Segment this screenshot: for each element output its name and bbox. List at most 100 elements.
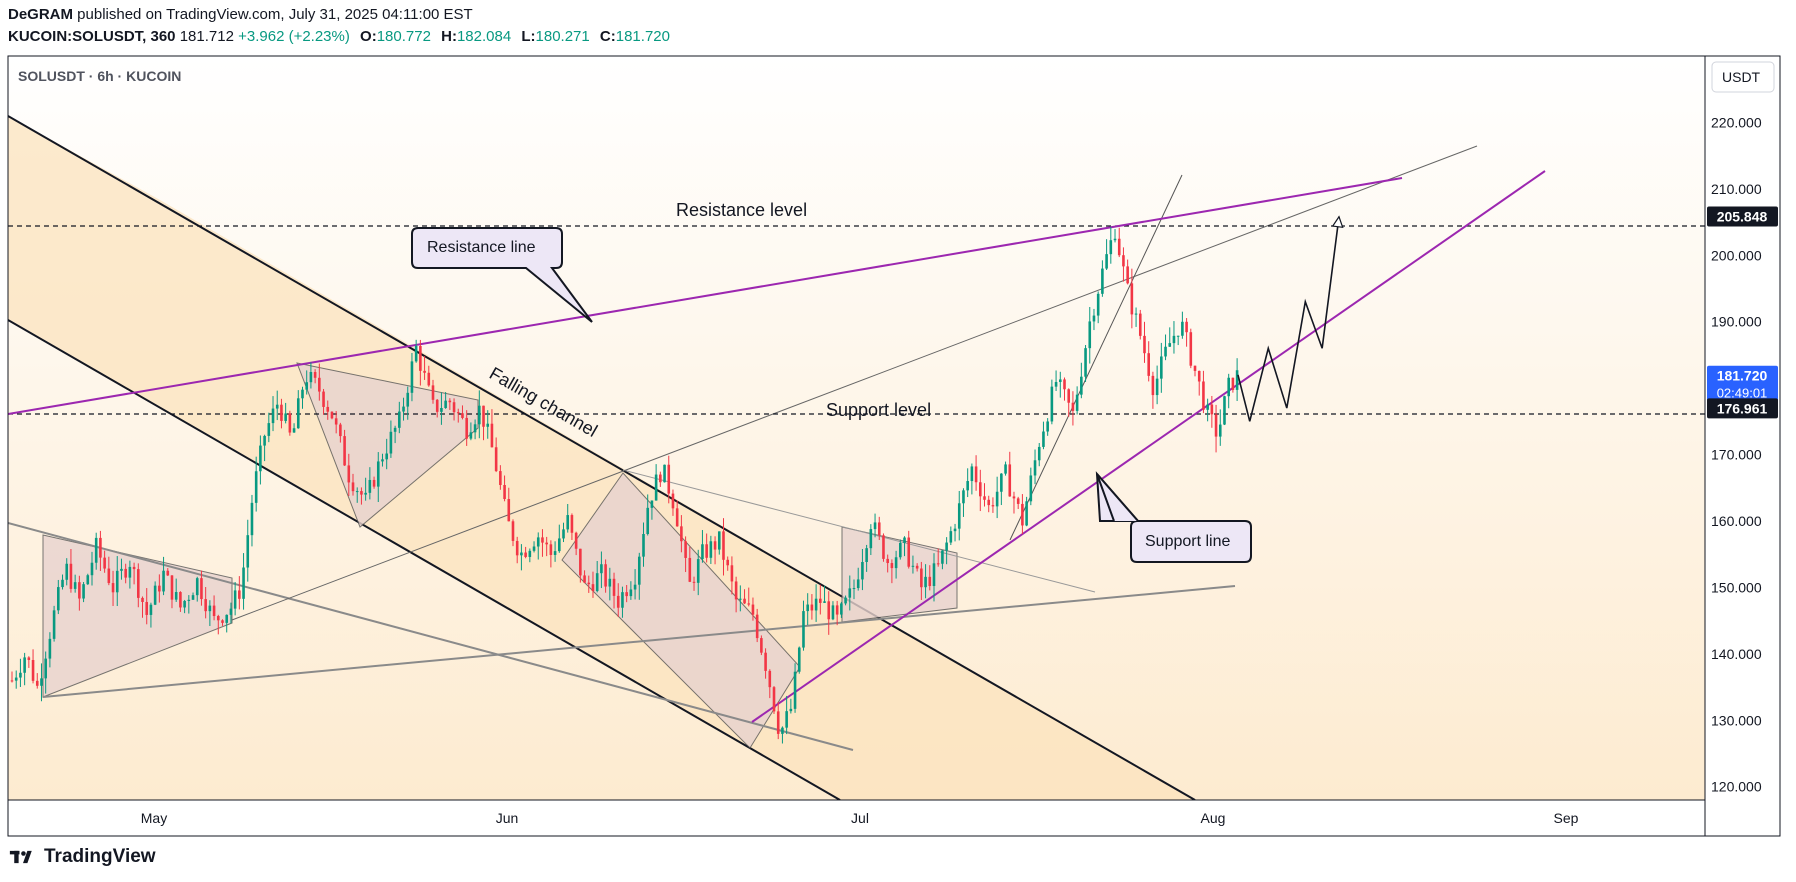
triangle-pattern-may[interactable] bbox=[296, 362, 479, 528]
grey-lower-trendline[interactable] bbox=[42, 585, 1236, 698]
candle bbox=[221, 619, 224, 626]
candle bbox=[1189, 328, 1193, 369]
candle bbox=[772, 686, 776, 714]
candle bbox=[166, 568, 170, 577]
candle bbox=[69, 549, 73, 593]
y-tick-label: 190.000 bbox=[1711, 314, 1762, 330]
candle bbox=[768, 669, 772, 699]
candle bbox=[663, 464, 666, 483]
candle bbox=[111, 570, 115, 606]
support-trendline[interactable] bbox=[751, 170, 1546, 723]
candle bbox=[549, 540, 553, 568]
candle bbox=[1206, 398, 1209, 422]
candle bbox=[532, 541, 536, 553]
candle bbox=[928, 565, 932, 591]
y-tick-label: 130.000 bbox=[1711, 712, 1762, 728]
candle bbox=[966, 468, 969, 498]
channel-lower-line[interactable] bbox=[8, 319, 841, 800]
candle bbox=[254, 456, 258, 512]
y-tick-label: 210.000 bbox=[1711, 181, 1762, 197]
open-label: O: bbox=[360, 28, 377, 45]
candle bbox=[873, 513, 877, 538]
author-name[interactable]: DeGRAM bbox=[8, 6, 74, 23]
time-axis[interactable]: May Jun Jul Aug Sep bbox=[141, 810, 1579, 826]
resistance-level-text: Resistance level bbox=[676, 200, 807, 220]
candle bbox=[423, 356, 426, 380]
candle bbox=[642, 522, 645, 567]
candle bbox=[785, 695, 788, 735]
candle bbox=[330, 411, 334, 420]
candle bbox=[385, 438, 388, 470]
resistance-line-callout[interactable]: Resistance line bbox=[411, 227, 593, 323]
candle bbox=[280, 398, 283, 429]
thin-grey-line[interactable] bbox=[622, 469, 1096, 593]
candle bbox=[1084, 345, 1087, 382]
candle bbox=[246, 519, 250, 582]
candle bbox=[1117, 227, 1121, 258]
candle bbox=[717, 531, 721, 555]
candle bbox=[675, 500, 679, 527]
candle bbox=[743, 589, 746, 605]
candle bbox=[979, 469, 982, 512]
channel-upper-line[interactable] bbox=[8, 115, 1196, 800]
candle bbox=[347, 453, 351, 496]
candle bbox=[170, 575, 174, 609]
candle bbox=[810, 594, 814, 620]
tradingview-logo[interactable]: TradingView bbox=[8, 846, 156, 868]
candles-series[interactable] bbox=[10, 226, 1239, 744]
candle bbox=[263, 434, 266, 462]
low-label: L: bbox=[521, 28, 536, 45]
candle bbox=[734, 576, 738, 613]
candle bbox=[991, 497, 995, 513]
candle bbox=[288, 410, 292, 436]
candle bbox=[1050, 379, 1054, 425]
grey-upper-trendline[interactable] bbox=[8, 522, 854, 751]
candle bbox=[507, 487, 511, 522]
support-line-callout[interactable]: Support line bbox=[1095, 471, 1252, 563]
candle bbox=[1113, 229, 1117, 243]
projection-path[interactable] bbox=[1237, 216, 1340, 422]
candle bbox=[465, 410, 468, 446]
currency-button[interactable]: USDT bbox=[1711, 61, 1775, 93]
candle bbox=[545, 536, 548, 557]
candle bbox=[877, 516, 881, 540]
candle bbox=[650, 500, 654, 520]
resistance-trendline[interactable] bbox=[8, 177, 1403, 415]
price-tag-value: 205.848 bbox=[1717, 208, 1768, 224]
candle bbox=[435, 399, 439, 418]
candle bbox=[621, 586, 624, 618]
candle bbox=[536, 532, 540, 560]
candle bbox=[419, 339, 422, 386]
price-tag-countdown: 02:49:01 bbox=[1717, 386, 1768, 401]
candle bbox=[402, 397, 405, 421]
candle bbox=[1016, 496, 1020, 509]
candle bbox=[797, 646, 801, 674]
candle bbox=[1202, 370, 1205, 414]
candle bbox=[149, 602, 153, 628]
candle bbox=[469, 422, 473, 441]
candle bbox=[478, 390, 481, 439]
candle bbox=[970, 463, 974, 495]
candle bbox=[587, 575, 591, 593]
candle bbox=[296, 390, 300, 429]
candle bbox=[179, 591, 182, 612]
candle bbox=[191, 592, 195, 600]
candle bbox=[751, 597, 755, 621]
candle bbox=[945, 537, 948, 565]
drawings-layer bbox=[8, 115, 1705, 800]
x-tick-label: Sep bbox=[1554, 810, 1579, 826]
candle bbox=[482, 405, 485, 441]
candle bbox=[318, 363, 321, 401]
wedge-pattern-may[interactable] bbox=[42, 534, 233, 698]
candle bbox=[987, 495, 991, 513]
candle bbox=[19, 658, 22, 687]
candle bbox=[233, 582, 237, 616]
candle bbox=[865, 544, 868, 572]
thin-trend-line-long[interactable] bbox=[231, 145, 1478, 621]
candle bbox=[1067, 388, 1071, 417]
candle bbox=[174, 578, 178, 602]
support-line-callout-text: Support line bbox=[1145, 533, 1230, 550]
thin-trend-line-steep[interactable] bbox=[1009, 174, 1183, 541]
candle bbox=[553, 541, 557, 562]
